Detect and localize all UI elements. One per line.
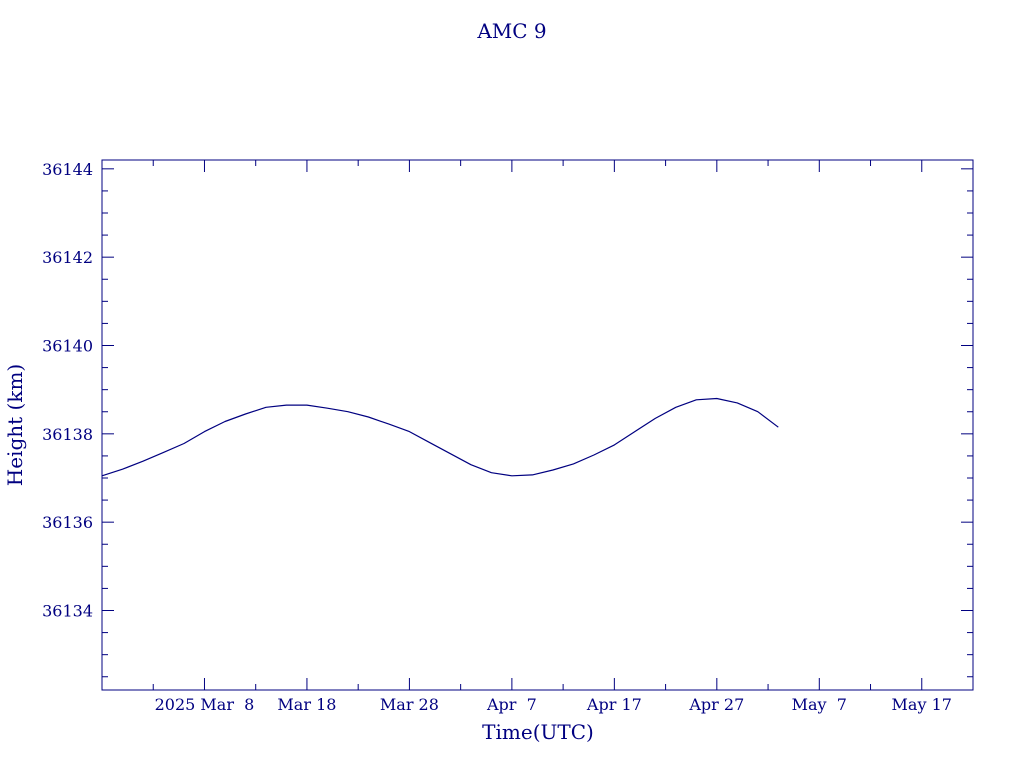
y-tick-label: 36144 xyxy=(42,160,93,179)
y-tick-label: 36142 xyxy=(42,248,93,267)
y-tick-labels: 36134 36136 36138 36140 36142 36144 xyxy=(42,160,93,621)
y-axis-ticks xyxy=(102,168,973,678)
height-series-line xyxy=(101,397,779,477)
x-tick-label: Apr 17 xyxy=(586,695,642,714)
x-axis-title: Time(UTC) xyxy=(482,720,594,744)
plot-frame xyxy=(101,159,974,691)
x-tick-label: May 7 xyxy=(792,695,847,714)
series-group xyxy=(101,397,779,477)
x-axis-ticks xyxy=(101,160,974,690)
x-tick-label: May 17 xyxy=(892,695,952,714)
x-tick-label: Apr 27 xyxy=(688,695,744,714)
y-tick-label: 36140 xyxy=(42,337,93,356)
x-tick-label: Mar 18 xyxy=(277,695,336,714)
x-tick-label: 2025 Mar 8 xyxy=(155,695,255,714)
x-tick-label: Apr 7 xyxy=(486,695,537,714)
y-tick-label: 36136 xyxy=(42,513,93,532)
y-axis-title: Height (km) xyxy=(3,364,27,486)
x-tick-labels: 2025 Mar 8 Mar 18 Mar 28 Apr 7 Apr 17 Apr 27 M… xyxy=(155,695,952,714)
x-tick-label: Mar 28 xyxy=(380,695,439,714)
y-tick-label: 36138 xyxy=(42,425,93,444)
chart-title: AMC 9 xyxy=(476,19,546,43)
y-tick-label: 36134 xyxy=(42,602,93,621)
